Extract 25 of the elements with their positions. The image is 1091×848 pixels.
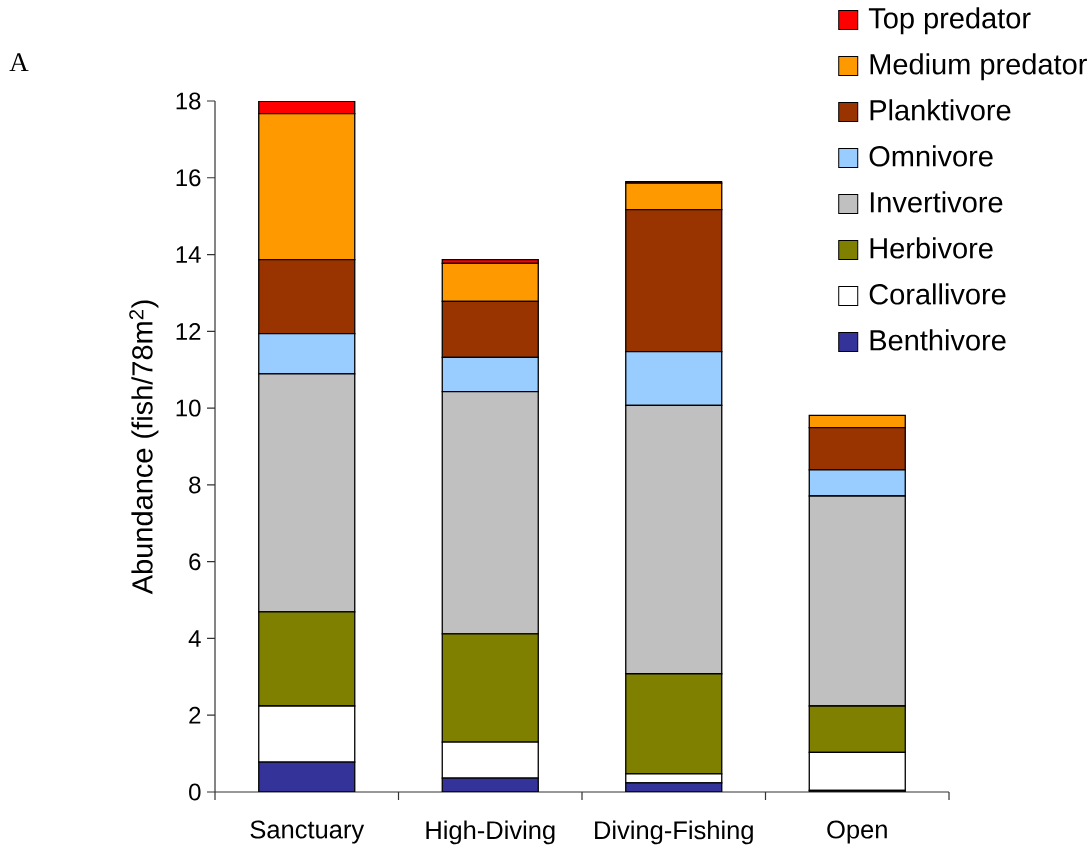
x-tick-label: High-Diving xyxy=(426,820,555,845)
bar xyxy=(258,761,356,792)
legend-label: Planktivore xyxy=(870,99,1011,121)
legend-label: Herbivore xyxy=(870,237,993,259)
legend-label: Medium predator xyxy=(870,53,1087,81)
x-tick-label: Open xyxy=(827,820,887,844)
legend-label: Invertivore xyxy=(870,191,1003,213)
y-tick-label: 14 xyxy=(176,246,201,263)
y-tick-label: 0 xyxy=(189,783,201,801)
y-tick-label: 2 xyxy=(189,706,201,724)
x-tick-label: Diving-Fishing xyxy=(595,820,753,845)
y-tick-label: 16 xyxy=(176,169,201,187)
y-tick-label: 18 xyxy=(176,92,201,110)
y-axis-title: Abundance (fish/78m$^{2}$) xyxy=(129,300,159,595)
x-tick-label: Sanctuary xyxy=(250,820,365,844)
legend-label: Top predator xyxy=(868,7,1031,35)
y-tick-label: 10 xyxy=(176,399,201,417)
y-tick-label: 12 xyxy=(176,322,201,340)
legend-label: Benthivore xyxy=(870,329,1006,351)
y-tick-label: 6 xyxy=(189,553,201,571)
y-tick-label: 4 xyxy=(188,630,201,647)
y-tick-label: 8 xyxy=(189,476,201,494)
legend-label: Omnivore xyxy=(869,145,993,167)
legend-label: Corallivore xyxy=(869,283,1006,305)
text: A xyxy=(9,53,29,71)
